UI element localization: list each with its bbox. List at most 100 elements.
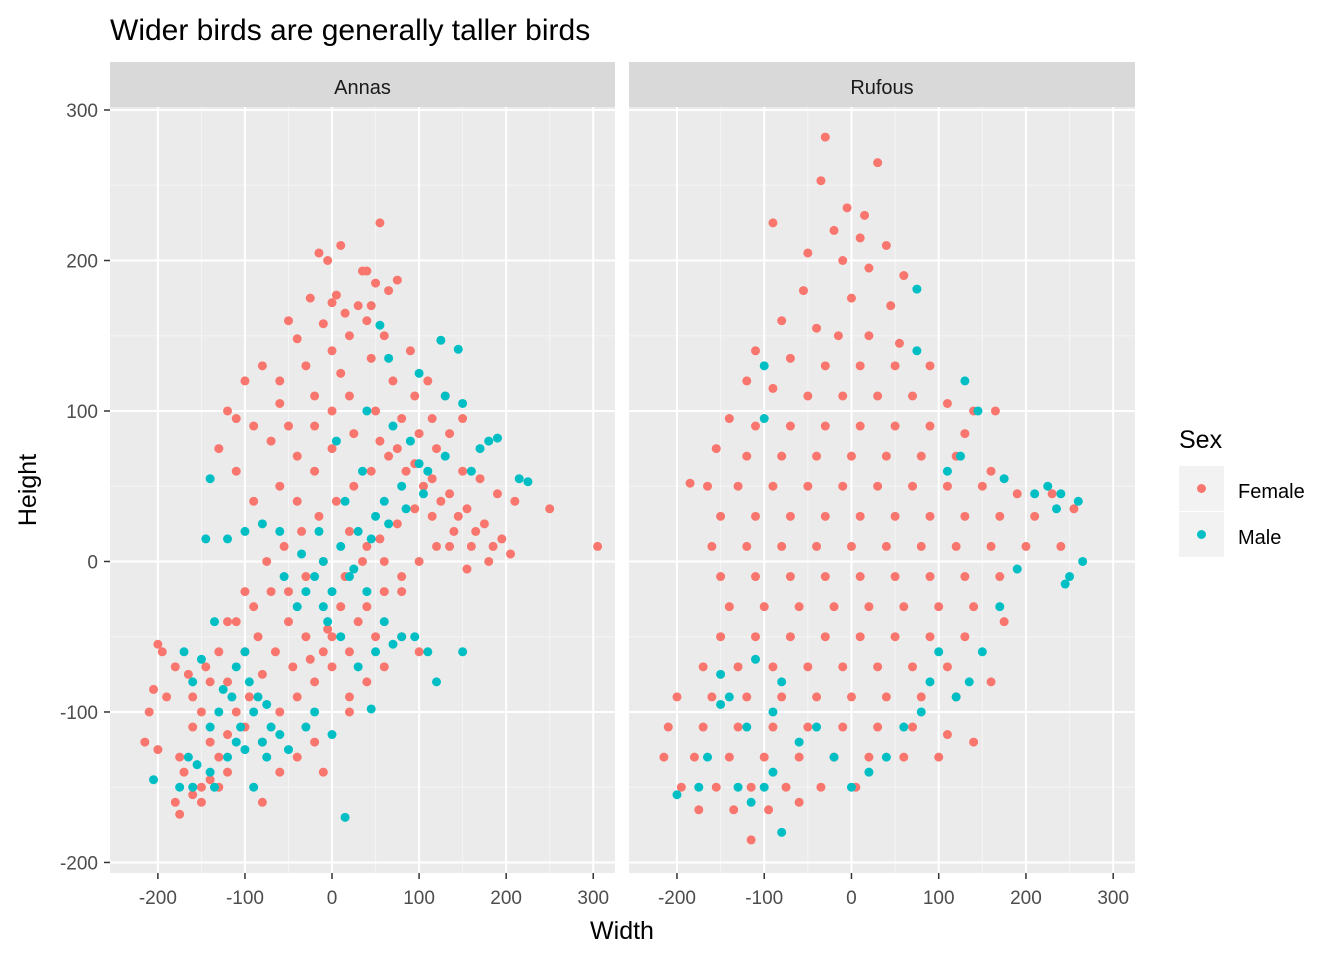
x-axis-ticks: -200 -100 0 100 200 300 bbox=[139, 873, 609, 909]
data-point-female bbox=[746, 782, 756, 792]
data-point-male bbox=[405, 436, 415, 446]
data-point-female bbox=[292, 334, 302, 344]
data-point-female bbox=[445, 429, 455, 439]
data-point-male bbox=[292, 602, 302, 612]
data-point-male bbox=[336, 541, 346, 551]
data-point-male bbox=[231, 737, 241, 747]
data-point-female bbox=[890, 511, 900, 521]
data-point-male bbox=[257, 519, 267, 529]
legend: Sex Female Male bbox=[1179, 426, 1305, 557]
data-point-female bbox=[331, 496, 341, 506]
data-point-female bbox=[344, 391, 354, 401]
data-point-male bbox=[249, 782, 259, 792]
legend-label-male: Male bbox=[1238, 527, 1281, 549]
data-point-male bbox=[310, 707, 320, 717]
data-point-female bbox=[759, 752, 769, 762]
x-tick-label: 0 bbox=[327, 888, 338, 909]
data-point-female bbox=[375, 534, 385, 544]
data-point-female bbox=[746, 835, 756, 845]
data-point-female bbox=[366, 301, 376, 311]
data-point-female bbox=[694, 805, 704, 815]
data-point-female bbox=[310, 421, 320, 431]
data-point-male bbox=[371, 647, 381, 657]
data-point-female bbox=[266, 436, 276, 446]
data-point-male bbox=[414, 368, 424, 378]
data-point-male bbox=[240, 745, 250, 755]
data-point-male bbox=[1078, 556, 1088, 566]
data-point-female bbox=[742, 451, 752, 461]
data-point-female bbox=[951, 541, 961, 551]
data-point-female bbox=[349, 429, 359, 439]
data-point-female bbox=[140, 737, 150, 747]
data-point-female bbox=[812, 692, 822, 702]
data-point-female bbox=[838, 722, 848, 732]
data-point-male bbox=[358, 466, 367, 476]
data-point-male bbox=[777, 827, 787, 837]
data-point-female bbox=[484, 556, 494, 566]
data-point-female bbox=[881, 541, 891, 551]
data-point-female bbox=[196, 707, 206, 717]
data-point-male bbox=[379, 496, 389, 506]
data-point-male bbox=[366, 534, 376, 544]
data-point-male bbox=[279, 572, 289, 582]
data-point-male bbox=[672, 790, 682, 800]
data-point-female bbox=[916, 692, 926, 702]
data-point-male bbox=[236, 722, 246, 732]
data-point-female bbox=[881, 692, 891, 702]
data-point-female bbox=[777, 541, 787, 551]
data-point-female bbox=[768, 722, 778, 732]
facet-strip bbox=[629, 62, 1135, 107]
facet-strip bbox=[110, 62, 615, 107]
data-point-male bbox=[899, 722, 909, 732]
data-point-male bbox=[864, 767, 874, 777]
data-point-female bbox=[344, 331, 354, 341]
data-point-male bbox=[340, 496, 350, 506]
data-point-male bbox=[283, 745, 293, 755]
x-tick-label: 100 bbox=[403, 888, 435, 909]
y-tick-label: 0 bbox=[87, 552, 98, 573]
data-point-male bbox=[881, 752, 891, 762]
data-point-female bbox=[432, 541, 442, 551]
data-point-female bbox=[392, 519, 402, 529]
data-point-female bbox=[344, 707, 354, 717]
data-point-female bbox=[751, 421, 760, 431]
data-point-male bbox=[218, 684, 228, 694]
data-point-female bbox=[890, 632, 900, 642]
data-point-male bbox=[942, 466, 952, 476]
data-point-female bbox=[196, 782, 206, 792]
data-point-male bbox=[353, 526, 363, 536]
data-point-male bbox=[995, 602, 1005, 612]
data-point-female bbox=[785, 511, 795, 521]
data-point-female bbox=[475, 474, 485, 484]
data-point-male bbox=[716, 669, 726, 679]
data-point-male bbox=[694, 782, 704, 792]
data-point-female bbox=[214, 647, 224, 657]
data-point-female bbox=[846, 293, 856, 303]
x-tick-label: 100 bbox=[923, 888, 955, 909]
data-point-female bbox=[803, 662, 813, 672]
data-point-female bbox=[777, 451, 787, 461]
data-point-female bbox=[466, 541, 476, 551]
data-point-female bbox=[960, 572, 970, 582]
data-point-female bbox=[157, 647, 167, 657]
data-point-female bbox=[942, 662, 952, 672]
data-point-female bbox=[292, 692, 302, 702]
data-point-female bbox=[676, 782, 686, 792]
data-point-male bbox=[253, 692, 263, 702]
data-point-male bbox=[1060, 579, 1070, 589]
data-point-female bbox=[908, 391, 918, 401]
data-point-female bbox=[149, 684, 159, 694]
y-axis-title: Height bbox=[14, 454, 42, 526]
data-point-male bbox=[466, 466, 476, 476]
data-point-male bbox=[759, 414, 769, 424]
data-point-male bbox=[458, 647, 468, 657]
data-point-female bbox=[183, 669, 193, 679]
data-point-female bbox=[214, 752, 224, 762]
data-point-female bbox=[873, 481, 883, 491]
data-point-female bbox=[881, 240, 891, 250]
data-point-female bbox=[249, 496, 259, 506]
data-point-male bbox=[423, 647, 433, 657]
data-point-female bbox=[266, 587, 276, 597]
data-point-female bbox=[336, 602, 346, 612]
data-point-female bbox=[314, 511, 324, 521]
